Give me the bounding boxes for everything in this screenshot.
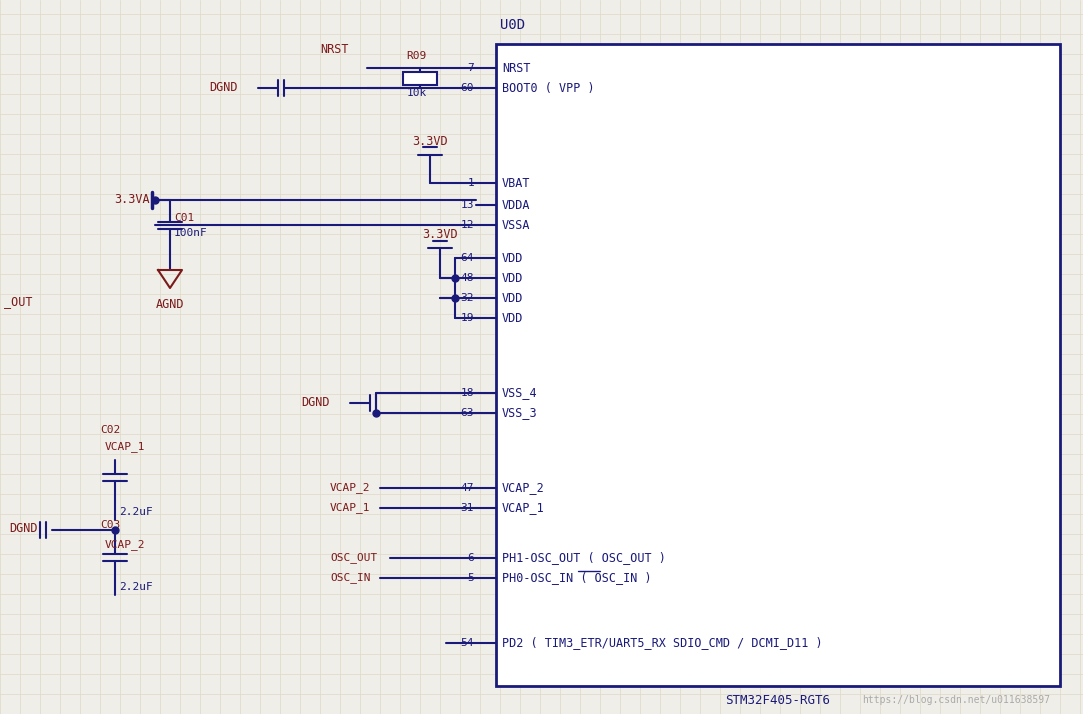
- Bar: [404, 71, 438, 84]
- Text: 3.3VD: 3.3VD: [412, 134, 447, 148]
- Text: 100nF: 100nF: [174, 228, 208, 238]
- Text: VSS_3: VSS_3: [503, 406, 537, 420]
- Text: BOOT0 ( VPP ): BOOT0 ( VPP ): [503, 81, 595, 94]
- Text: NRST: NRST: [319, 43, 349, 56]
- Text: VDD: VDD: [503, 291, 523, 304]
- Text: OSC_OUT: OSC_OUT: [330, 553, 377, 563]
- Text: C01: C01: [174, 213, 194, 223]
- Text: https://blog.csdn.net/u011638597: https://blog.csdn.net/u011638597: [862, 695, 1051, 705]
- Text: 3.3VD: 3.3VD: [422, 228, 458, 241]
- Text: R09: R09: [406, 51, 427, 61]
- Text: DGND: DGND: [301, 396, 330, 408]
- Text: 54: 54: [460, 638, 474, 648]
- Text: PD2 ( TIM3_ETR/UART5_RX SDIO_CMD / DCMI_D11 ): PD2 ( TIM3_ETR/UART5_RX SDIO_CMD / DCMI_…: [503, 636, 823, 650]
- Text: PH1-OSC_OUT ( OSC_OUT ): PH1-OSC_OUT ( OSC_OUT ): [503, 551, 666, 565]
- Text: VDD: VDD: [503, 251, 523, 264]
- Text: C02: C02: [100, 425, 120, 435]
- Text: VSS_4: VSS_4: [503, 386, 537, 400]
- Text: VCAP_1: VCAP_1: [503, 501, 545, 515]
- Text: VCAP_1: VCAP_1: [105, 441, 145, 453]
- Text: DGND: DGND: [10, 523, 38, 536]
- Text: OSC_IN: OSC_IN: [330, 573, 370, 583]
- Text: 60: 60: [460, 83, 474, 93]
- Text: U0D: U0D: [500, 18, 525, 32]
- Text: VDDA: VDDA: [503, 198, 531, 211]
- Text: _OUT: _OUT: [4, 296, 32, 308]
- Text: VCAP_1: VCAP_1: [330, 503, 370, 513]
- Text: 19: 19: [460, 313, 474, 323]
- Text: DGND: DGND: [209, 81, 238, 94]
- Text: NRST: NRST: [503, 61, 531, 74]
- Text: VBAT: VBAT: [503, 176, 531, 189]
- Text: 7: 7: [467, 63, 474, 73]
- Text: VCAP_2: VCAP_2: [105, 540, 145, 550]
- Text: 3.3VA: 3.3VA: [115, 193, 151, 206]
- Text: 1: 1: [467, 178, 474, 188]
- Text: 6: 6: [467, 553, 474, 563]
- Text: PH0-OSC_IN ( OSC_IN ): PH0-OSC_IN ( OSC_IN ): [503, 571, 652, 585]
- Text: STM32F405-RGT6: STM32F405-RGT6: [726, 693, 831, 706]
- Text: 63: 63: [460, 408, 474, 418]
- Text: VCAP_2: VCAP_2: [330, 483, 370, 493]
- Text: 2.2uF: 2.2uF: [119, 507, 153, 517]
- Text: VCAP_2: VCAP_2: [503, 481, 545, 495]
- Text: 5: 5: [467, 573, 474, 583]
- Text: VSSA: VSSA: [503, 218, 531, 231]
- Text: AGND: AGND: [156, 298, 184, 311]
- Text: 31: 31: [460, 503, 474, 513]
- Text: 47: 47: [460, 483, 474, 493]
- Text: 48: 48: [460, 273, 474, 283]
- Text: 2.2uF: 2.2uF: [119, 582, 153, 592]
- Text: VDD: VDD: [503, 271, 523, 284]
- Text: 64: 64: [460, 253, 474, 263]
- Bar: [496, 44, 1060, 686]
- Text: C03: C03: [100, 520, 120, 530]
- Text: 12: 12: [460, 220, 474, 230]
- Text: 10k: 10k: [406, 88, 427, 98]
- Text: 13: 13: [460, 200, 474, 210]
- Text: VDD: VDD: [503, 311, 523, 324]
- Text: 32: 32: [460, 293, 474, 303]
- Text: 18: 18: [460, 388, 474, 398]
